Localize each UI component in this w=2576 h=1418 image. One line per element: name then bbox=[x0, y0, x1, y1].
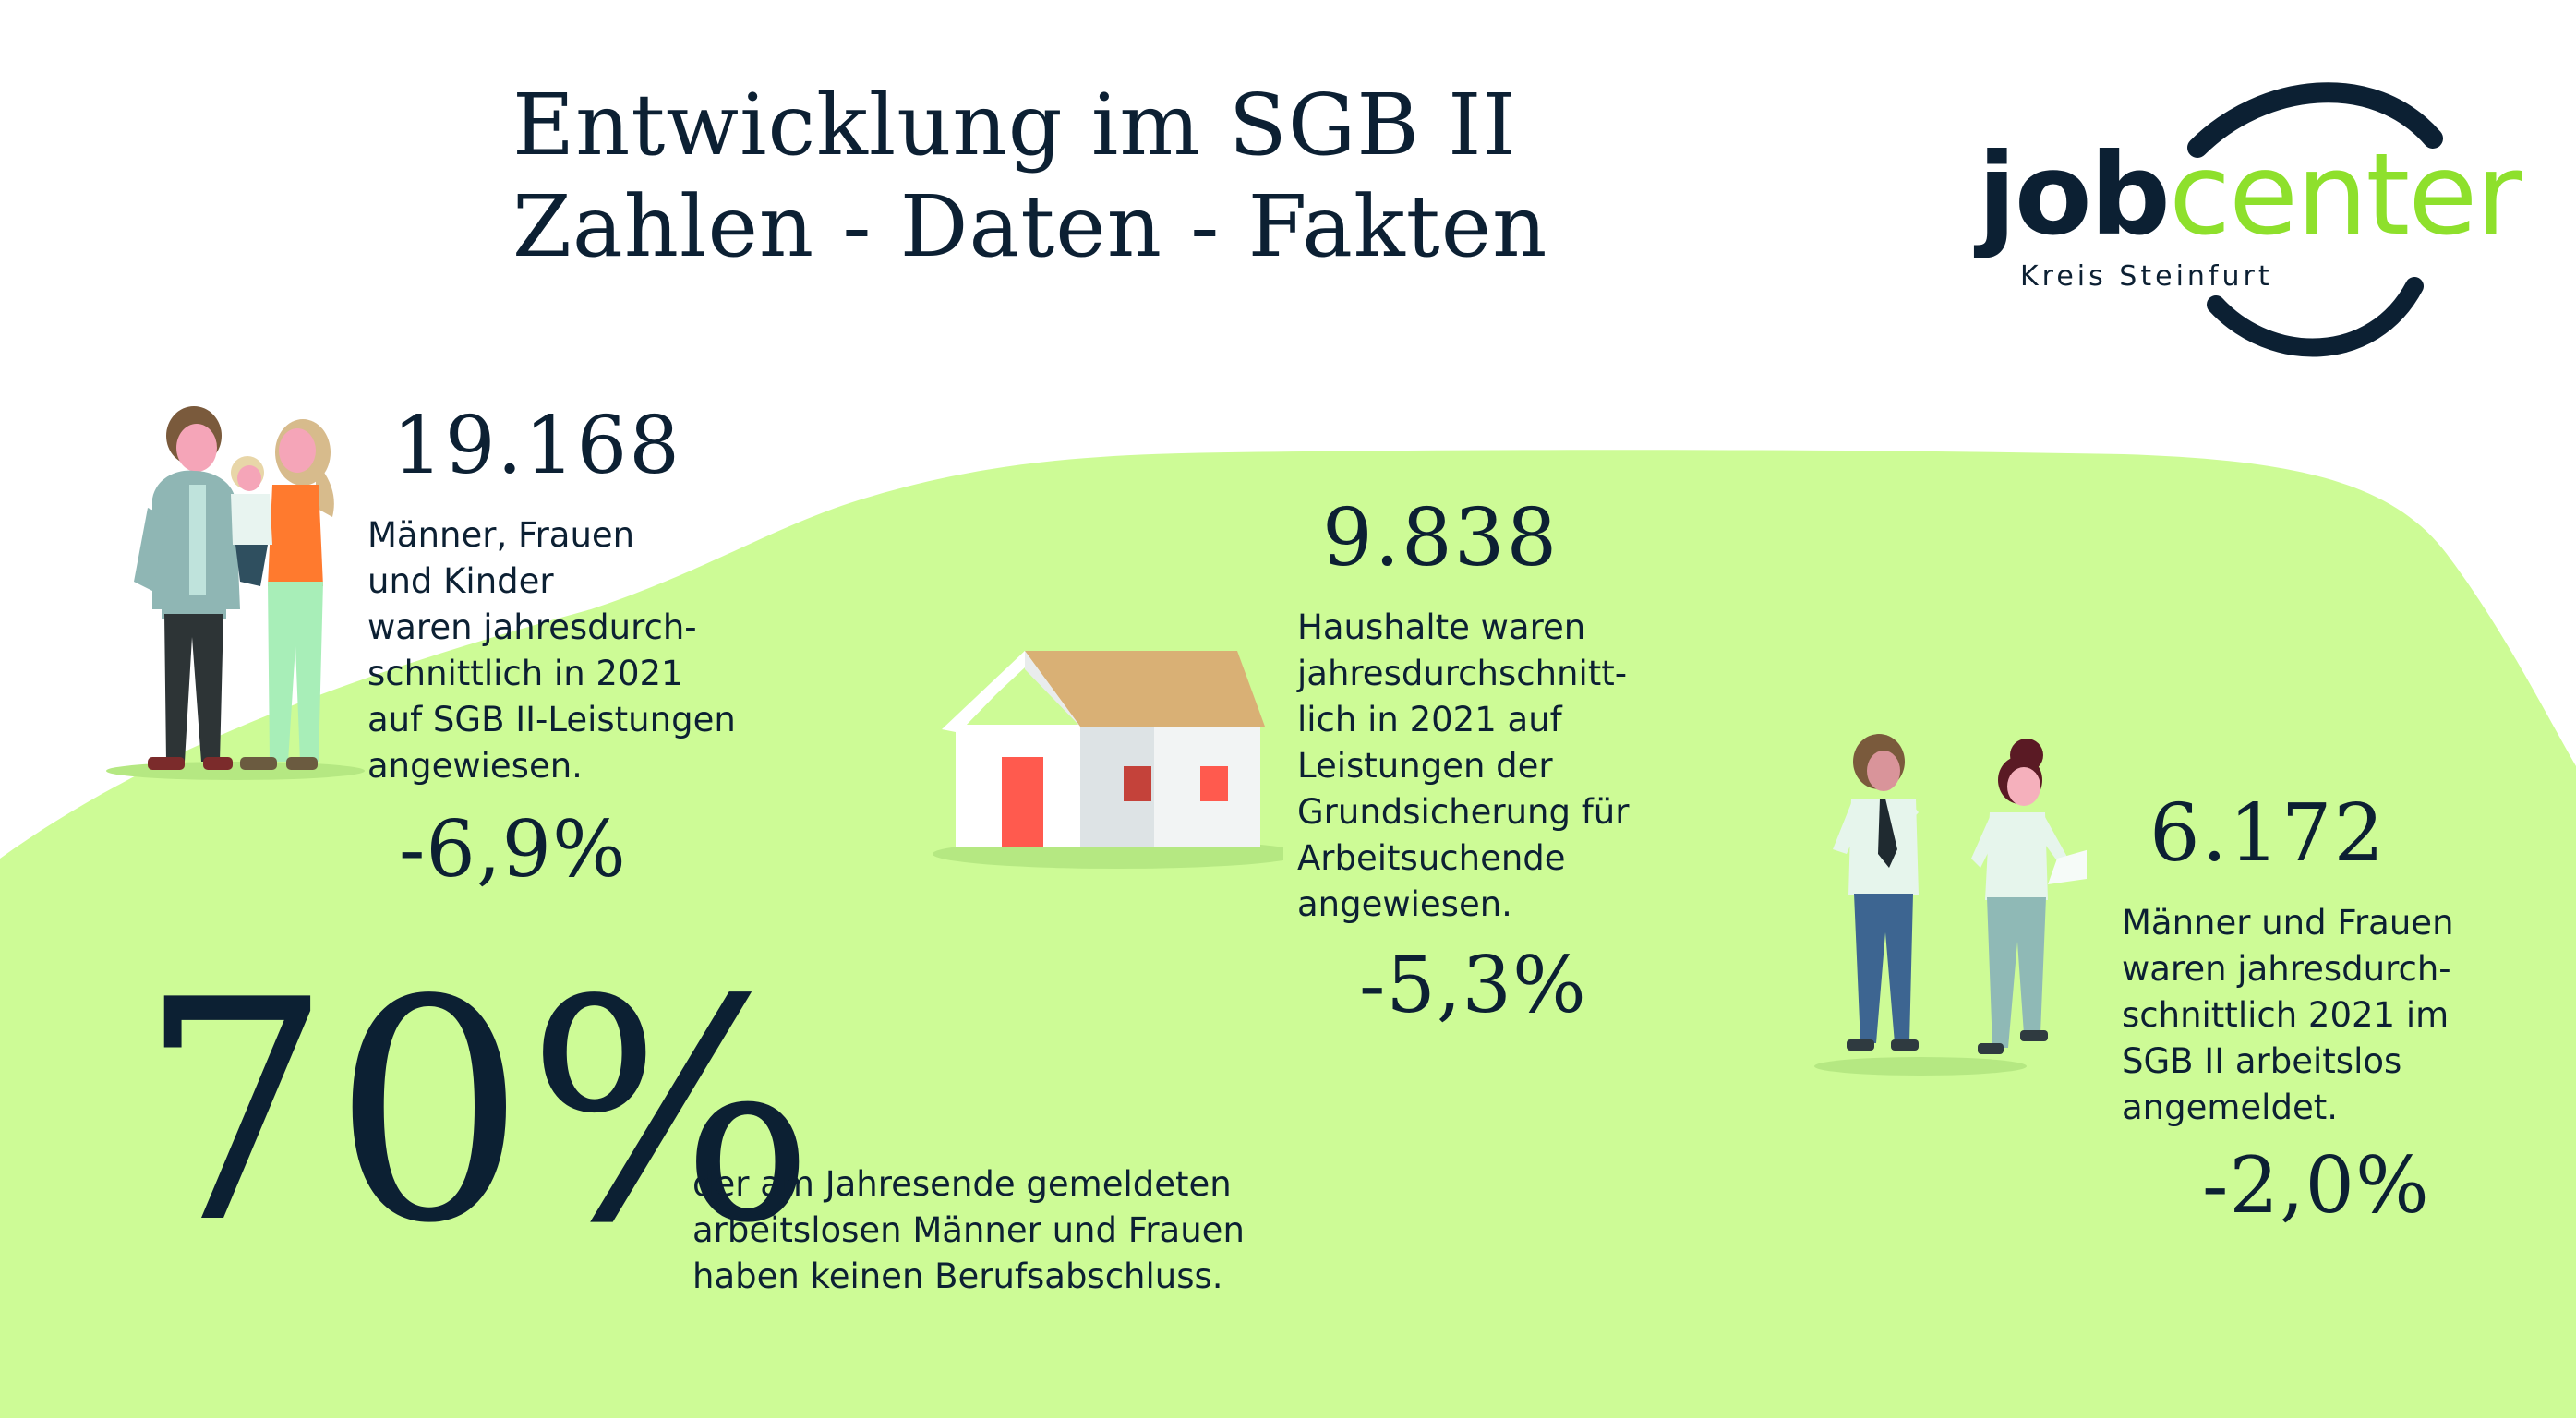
house-illustration-icon bbox=[933, 651, 1283, 869]
stat-no-qualification-value: 70% bbox=[138, 935, 816, 1290]
stat-unemployed-value: 6.172 bbox=[2149, 787, 2387, 880]
stat-households-change: -5,3% bbox=[1359, 940, 1587, 1030]
stat-households-line: angewiesen. bbox=[1297, 884, 1512, 924]
stat-households-line: Leistungen der bbox=[1297, 746, 1553, 786]
stat-households-line: lich in 2021 auf bbox=[1297, 700, 1562, 739]
stat-unemployed-line: Männer und Frauen bbox=[2122, 903, 2454, 943]
jobcenter-logo-ring-icon bbox=[2187, 82, 2443, 357]
logo-word-job: job bbox=[1978, 129, 2171, 260]
logo-wordmark: jobcenter bbox=[1978, 138, 2522, 251]
stat-households-description: Haushalte waren jahresdurchschnitt- lich… bbox=[1297, 605, 1629, 928]
stat-unemployed-line: schnittlich 2021 im bbox=[2122, 995, 2450, 1035]
stat-persons-line: angewiesen. bbox=[367, 746, 583, 786]
stat-persons-description: Männer, Frauen und Kinder waren jahresdu… bbox=[367, 512, 736, 789]
stat-no-qualification-description: der am Jahresende gemeldeten arbeitslose… bbox=[692, 1161, 1245, 1300]
stat-unemployed-line: angemeldet. bbox=[2122, 1088, 2338, 1127]
stat-persons-line: und Kinder bbox=[367, 561, 554, 601]
stat-households-line: Grundsicherung für bbox=[1297, 792, 1630, 832]
stat-no-qualification-line: der am Jahresende gemeldeten bbox=[692, 1164, 1232, 1204]
stat-unemployed-description: Männer und Frauen waren jahresdurch- sch… bbox=[2122, 900, 2454, 1131]
stat-no-qualification-line: haben keinen Berufsabschluss. bbox=[692, 1256, 1223, 1296]
workers-illustration-icon bbox=[1814, 734, 2087, 1076]
stat-persons-line: waren jahresdurch- bbox=[367, 607, 697, 647]
stat-persons-line: schnittlich in 2021 bbox=[367, 654, 683, 693]
stat-persons-value: 19.168 bbox=[392, 400, 681, 492]
logo-word-center: center bbox=[2168, 129, 2522, 260]
stat-households-line: jahresdurchschnitt- bbox=[1297, 654, 1628, 693]
stat-persons-line: auf SGB II-Leistungen bbox=[367, 700, 736, 739]
stat-persons-line: Männer, Frauen bbox=[367, 515, 635, 555]
stat-unemployed-line: SGB II arbeitslos bbox=[2122, 1041, 2402, 1081]
stat-households-value: 9.838 bbox=[1322, 492, 1559, 584]
page-title-line-1: Entwicklung im SGB II bbox=[512, 76, 1517, 174]
stat-persons-change: -6,9% bbox=[399, 804, 627, 895]
logo-subtitle: Kreis Steinfurt bbox=[2020, 260, 2273, 293]
family-illustration-icon bbox=[106, 406, 365, 780]
page-title-line-2: Zahlen - Daten - Fakten bbox=[512, 177, 1548, 276]
stat-no-qualification-line: arbeitslosen Männer und Frauen bbox=[692, 1210, 1245, 1250]
stat-households-line: Arbeitsuchende bbox=[1297, 838, 1566, 878]
stat-households-line: Haushalte waren bbox=[1297, 607, 1586, 647]
stat-unemployed-change: -2,0% bbox=[2202, 1140, 2430, 1231]
stat-unemployed-line: waren jahresdurch- bbox=[2122, 949, 2451, 989]
